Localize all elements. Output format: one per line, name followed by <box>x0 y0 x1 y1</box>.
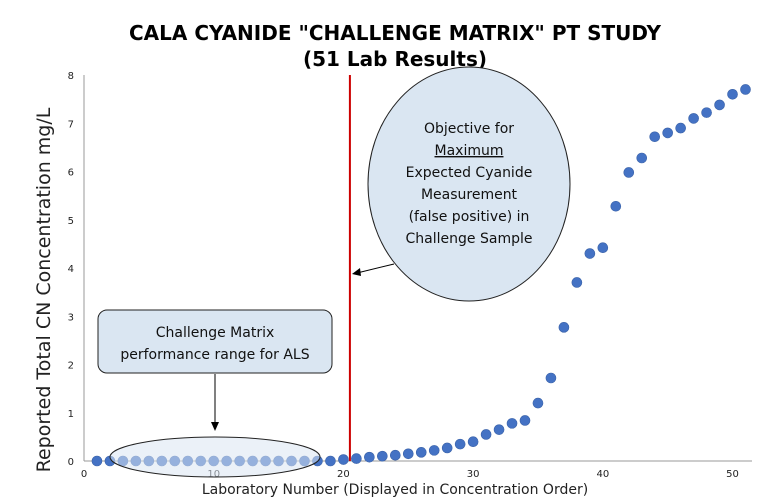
data-point <box>364 451 375 463</box>
y-tick-label: 5 <box>68 216 74 227</box>
objective-callout-ellipse <box>367 66 571 302</box>
data-point <box>428 445 440 456</box>
objective-callout-line-4: Measurement <box>421 187 518 203</box>
data-point <box>454 438 466 450</box>
x-tick-label: 20 <box>337 469 350 480</box>
objective-callout-line-3: Expected Cyanide <box>406 165 533 181</box>
data-point <box>480 429 492 440</box>
data-point <box>688 113 699 124</box>
y-tick-label: 0 <box>68 457 74 468</box>
data-point <box>610 200 622 212</box>
als-range-ellipse <box>109 436 321 478</box>
data-point <box>402 448 414 460</box>
data-point <box>727 89 738 100</box>
chart-title-line-1: CALA CYANIDE "CHALLENGE MATRIX" PT STUDY <box>129 21 662 45</box>
als-callout: Challenge Matrix performance range for A… <box>97 309 333 478</box>
y-tick-label: 4 <box>68 264 74 275</box>
y-tick-label: 6 <box>68 168 74 179</box>
x-axis-label: Laboratory Number (Displayed in Concentr… <box>202 482 588 498</box>
objective-callout-line-6: Challenge Sample <box>406 231 533 247</box>
data-point <box>545 372 557 384</box>
data-point <box>325 455 336 467</box>
data-point <box>623 167 635 178</box>
y-tick-labels: 0 1 2 3 4 5 6 7 8 <box>68 71 74 468</box>
x-tick-label: 30 <box>467 469 480 480</box>
data-point <box>519 415 531 426</box>
y-axis-label: Reported Total CN Concentration mg/L <box>33 107 55 472</box>
data-point <box>675 122 686 134</box>
objective-callout-line-2: Maximum <box>435 143 504 159</box>
data-point <box>584 248 596 259</box>
data-point <box>701 107 712 118</box>
data-point <box>377 450 388 462</box>
y-tick-label: 1 <box>68 409 74 420</box>
objective-callout-line-5: (false positive) in <box>409 209 530 225</box>
data-point <box>441 442 453 454</box>
chart-title-line-2: (51 Lab Results) <box>303 47 487 71</box>
objective-arrow-head <box>352 268 361 276</box>
data-point <box>636 152 648 164</box>
als-callout-line-1: Challenge Matrix <box>156 325 275 341</box>
objective-arrow-shaft <box>356 263 395 274</box>
data-point <box>390 449 401 461</box>
y-tick-label: 8 <box>68 71 74 82</box>
data-point <box>91 455 103 467</box>
data-point <box>571 277 583 288</box>
data-point <box>493 424 505 435</box>
als-callout-line-2: performance range for ALS <box>120 347 309 363</box>
y-tick-label: 3 <box>68 312 74 323</box>
y-tick-label: 2 <box>68 361 74 372</box>
data-point <box>532 397 544 409</box>
x-tick-label: 40 <box>596 469 609 480</box>
x-tick-label: 50 <box>726 469 739 480</box>
data-point <box>558 322 570 333</box>
x-tick-label: 0 <box>81 469 87 480</box>
data-point <box>597 242 609 254</box>
data-point <box>351 453 362 464</box>
data-point <box>415 447 427 458</box>
y-tick-label: 7 <box>68 119 74 130</box>
objective-callout-line-1: Objective for <box>424 121 514 137</box>
data-point <box>740 84 751 95</box>
als-arrow-head <box>211 422 219 431</box>
als-callout-box <box>97 309 333 374</box>
objective-callout: Objective for Maximum Expected Cyanide M… <box>352 66 571 302</box>
data-point <box>506 418 518 429</box>
data-point <box>649 131 661 143</box>
data-point <box>662 127 673 139</box>
data-point <box>467 436 479 448</box>
data-point <box>338 454 349 465</box>
data-point <box>714 99 725 111</box>
